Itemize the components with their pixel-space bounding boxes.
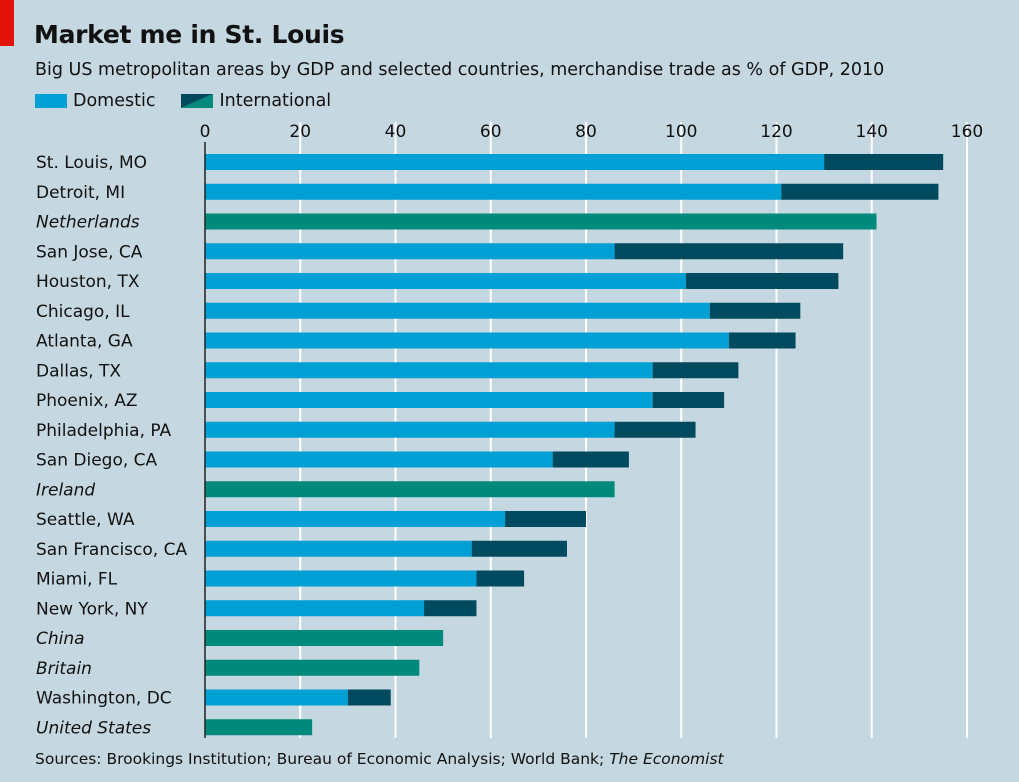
- bar-international: [709, 302, 801, 319]
- bar-international: [728, 332, 796, 349]
- bar-country: [205, 719, 313, 736]
- x-tick-label-120: 120: [760, 122, 792, 142]
- legend-label-domestic: Domestic: [73, 91, 156, 111]
- category-label: San Francisco, CA: [36, 540, 187, 560]
- category-label: Ireland: [36, 480, 95, 500]
- bar-international: [614, 243, 844, 260]
- bar-domestic: [205, 451, 553, 468]
- category-label: Phoenix, AZ: [36, 391, 138, 411]
- bar-domestic: [205, 183, 782, 200]
- legend-swatch-international: [181, 94, 214, 108]
- bar-domestic: [205, 302, 710, 319]
- bar-domestic: [205, 540, 472, 557]
- source-text: Sources: Brookings Institution; Bureau o…: [35, 750, 610, 768]
- bar-international: [824, 154, 944, 170]
- category-label: San Diego, CA: [36, 451, 158, 471]
- bar-international: [652, 362, 739, 379]
- bar-international: [781, 183, 939, 200]
- bar-domestic: [205, 154, 825, 170]
- bar-international: [476, 570, 525, 587]
- bar-domestic: [205, 243, 615, 260]
- bar-international: [614, 421, 696, 438]
- legend-label-international: International: [219, 91, 332, 111]
- bar-country: [205, 630, 444, 646]
- bar-domestic: [205, 392, 653, 408]
- category-label: Atlanta, GA: [36, 332, 133, 352]
- bar-domestic: [205, 511, 506, 527]
- category-label: New York, NY: [36, 599, 148, 619]
- category-label: United States: [36, 718, 151, 738]
- bar-country: [205, 659, 420, 676]
- category-label: Detroit, MI: [36, 183, 125, 203]
- bar-domestic: [205, 421, 615, 438]
- bar-international: [471, 540, 567, 557]
- bar-domestic: [205, 332, 729, 349]
- legend-item-international: International: [181, 91, 331, 111]
- bar-international: [347, 689, 391, 706]
- brand-red-tag: [0, 0, 14, 46]
- bar-international: [424, 600, 477, 617]
- chart-title: Market me in St. Louis: [34, 20, 345, 49]
- bar-international: [505, 511, 586, 527]
- source-footer: Sources: Brookings Institution; Bureau o…: [35, 750, 724, 768]
- x-tick-label-20: 20: [289, 122, 311, 142]
- chart-subtitle: Big US metropolitan areas by GDP and sel…: [35, 60, 885, 80]
- bar-domestic: [205, 273, 687, 289]
- legend-swatch-domestic: [35, 94, 67, 108]
- x-tick-label-0: 0: [200, 122, 211, 142]
- category-label: Washington, DC: [36, 689, 172, 709]
- category-label: San Jose, CA: [36, 242, 143, 262]
- category-label: Seattle, WA: [36, 510, 135, 530]
- bar-international: [552, 451, 629, 468]
- category-label: Philadelphia, PA: [36, 421, 172, 441]
- x-tick-label-100: 100: [665, 122, 697, 142]
- source-publication: The Economist: [609, 750, 724, 768]
- bar-domestic: [205, 600, 425, 617]
- category-label: Chicago, IL: [36, 302, 130, 322]
- legend-item-domestic: Domestic: [35, 91, 155, 111]
- bar-domestic: [205, 689, 348, 706]
- category-label: Dallas, TX: [36, 361, 121, 381]
- x-tick-label-80: 80: [575, 122, 597, 142]
- category-label: Houston, TX: [36, 272, 140, 292]
- category-label: China: [36, 629, 85, 649]
- bar-country: [205, 213, 877, 230]
- bar-international: [652, 392, 725, 408]
- category-label: Britain: [36, 659, 92, 679]
- bar-domestic: [205, 362, 653, 379]
- x-tick-label-40: 40: [385, 122, 407, 142]
- category-label: St. Louis, MO: [36, 153, 147, 173]
- x-tick-label-60: 60: [480, 122, 502, 142]
- category-label: Netherlands: [36, 213, 140, 233]
- bar-country: [205, 481, 615, 498]
- x-tick-label-160: 160: [951, 122, 983, 142]
- bar-international: [686, 273, 839, 289]
- bar-domestic: [205, 570, 477, 587]
- category-label: Miami, FL: [36, 570, 118, 590]
- x-tick-label-140: 140: [856, 122, 888, 142]
- legend: Domestic International: [35, 91, 357, 111]
